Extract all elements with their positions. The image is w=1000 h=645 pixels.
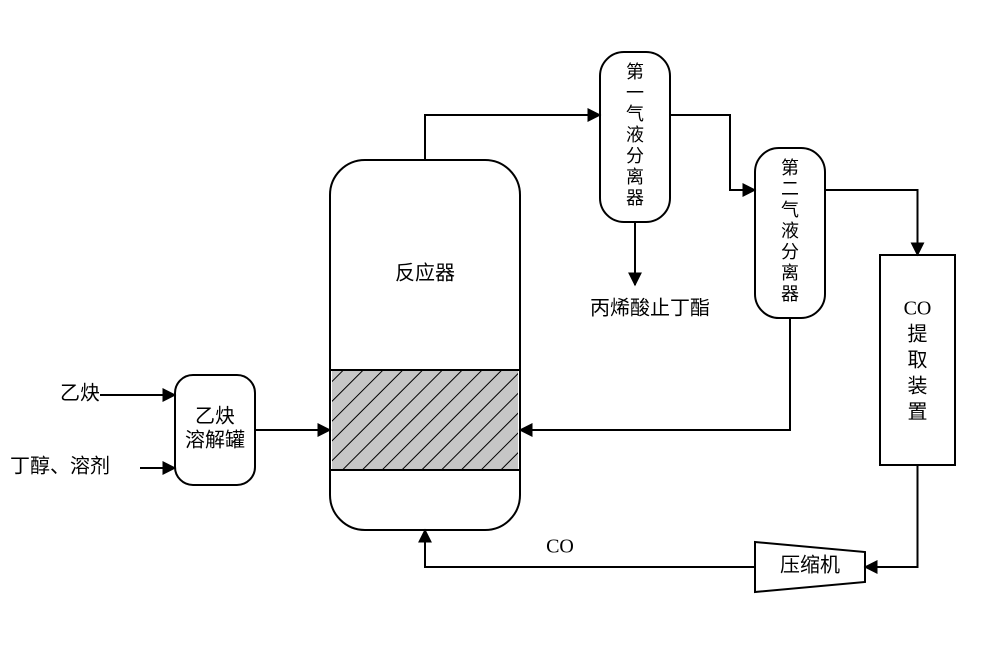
separator1-label: 一 <box>626 83 644 103</box>
reactor <box>330 160 520 530</box>
separator2-label: 液 <box>781 221 799 241</box>
separator1-label: 气 <box>626 104 644 124</box>
edge-compressor-to-reactor <box>425 530 755 567</box>
co-stream-label: CO <box>546 536 574 558</box>
reactor-liquid-zone <box>332 370 518 470</box>
separator2-label: 分 <box>781 242 799 262</box>
separator1-label: 分 <box>626 146 644 166</box>
compressor-label: 压缩机 <box>780 554 840 577</box>
separator2-label: 离 <box>781 263 799 283</box>
edge-sep1-to-sep2 <box>670 115 755 190</box>
co-extractor-label: 取 <box>908 350 928 372</box>
tank-label: 溶解罐 <box>185 429 245 452</box>
separator1-label: 第 <box>626 62 644 82</box>
separator1-label: 离 <box>626 167 644 187</box>
separator2-label: 器 <box>781 284 799 304</box>
edge-sep2-to-coextractor <box>825 190 918 255</box>
tank-label: 乙炔 <box>195 405 235 428</box>
product-label: 丙烯酸止丁酯 <box>590 297 710 320</box>
co-extractor-label: 提 <box>908 323 928 346</box>
separator1-label: 液 <box>626 125 644 145</box>
separator2-label: 第 <box>781 158 799 178</box>
edge-sep2-to-reactor <box>520 318 790 430</box>
co-extractor-label: CO <box>904 298 932 320</box>
reactor-label: 反应器 <box>395 262 455 285</box>
edge-reactor-to-sep1 <box>425 115 600 160</box>
co-extractor-label: 置 <box>908 402 928 424</box>
input-butanol-solvent-label: 丁醇、溶剂 <box>10 455 110 478</box>
separator2-label: 二 <box>781 179 799 199</box>
co-extractor-label: 装 <box>908 375 928 398</box>
separator2-label: 气 <box>781 200 799 220</box>
edge-coextractor-to-compressor <box>865 465 918 567</box>
separator1-label: 器 <box>626 188 644 208</box>
input-acetylene-label: 乙炔 <box>60 382 100 405</box>
